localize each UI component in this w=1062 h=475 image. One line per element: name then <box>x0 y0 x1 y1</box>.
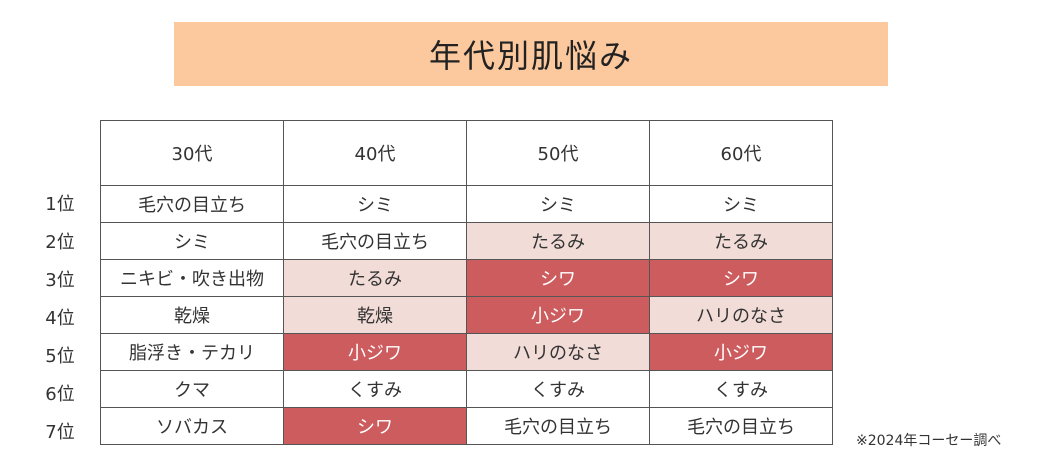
table-header-row: 30代 40代 50代 60代 <box>100 120 833 186</box>
table-cell: くすみ <box>283 370 467 408</box>
table-cell: たるみ <box>283 259 467 297</box>
rank-label: 7位 <box>45 422 75 443</box>
rank-label: 2位 <box>45 232 75 253</box>
table-cell: シミ <box>649 185 833 223</box>
table-cell: ハリのなさ <box>649 296 833 334</box>
table-cell: たるみ <box>466 222 650 260</box>
table-cell: シミ <box>100 222 284 260</box>
table-row: 乾燥 乾燥 小ジワ ハリのなさ <box>100 296 833 334</box>
table-row: 脂浮き・テカリ 小ジワ ハリのなさ 小ジワ <box>100 333 833 371</box>
rank-label: 1位 <box>45 194 75 215</box>
page-title: 年代別肌悩み <box>428 37 633 75</box>
table-cell: たるみ <box>649 222 833 260</box>
table-row: クマ くすみ くすみ くすみ <box>100 370 833 408</box>
table-cell: シミ <box>283 185 467 223</box>
column-header: 50代 <box>466 120 650 186</box>
rank-label: 6位 <box>45 384 75 405</box>
table-cell: くすみ <box>466 370 650 408</box>
table-cell: くすみ <box>649 370 833 408</box>
table-cell: 乾燥 <box>283 296 467 334</box>
table-cell: シワ <box>649 259 833 297</box>
rank-label: 3位 <box>45 270 75 291</box>
table-row: ソバカス シワ 毛穴の目立ち 毛穴の目立ち <box>100 407 833 445</box>
table-cell: 毛穴の目立ち <box>283 222 467 260</box>
table-cell: シワ <box>466 259 650 297</box>
table-cell: 毛穴の目立ち <box>466 407 650 445</box>
table-row: シミ 毛穴の目立ち たるみ たるみ <box>100 222 833 260</box>
rank-label: 5位 <box>45 346 75 367</box>
source-note: ※2024年コーセー調べ <box>856 433 1002 449</box>
table-cell: 小ジワ <box>283 333 467 371</box>
table-cell: 小ジワ <box>649 333 833 371</box>
column-header: 30代 <box>100 120 284 186</box>
table-cell: ソバカス <box>100 407 284 445</box>
rank-label: 4位 <box>45 308 75 329</box>
title-banner: 年代別肌悩み <box>174 22 888 86</box>
table-cell: ハリのなさ <box>466 333 650 371</box>
table-cell: 毛穴の目立ち <box>100 185 284 223</box>
table-row: 毛穴の目立ち シミ シミ シミ <box>100 185 833 223</box>
table-cell: 小ジワ <box>466 296 650 334</box>
table-cell: 脂浮き・テカリ <box>100 333 284 371</box>
ranking-table: 30代 40代 50代 60代 毛穴の目立ち シミ シミ シミ シミ 毛穴の目立… <box>100 120 833 445</box>
table-cell: シワ <box>283 407 467 445</box>
table-cell: シミ <box>466 185 650 223</box>
table-row: ニキビ・吹き出物 たるみ シワ シワ <box>100 259 833 297</box>
column-header: 60代 <box>649 120 833 186</box>
table-cell: ニキビ・吹き出物 <box>100 259 284 297</box>
table-cell: 毛穴の目立ち <box>649 407 833 445</box>
column-header: 40代 <box>283 120 467 186</box>
table-cell: 乾燥 <box>100 296 284 334</box>
table-cell: クマ <box>100 370 284 408</box>
